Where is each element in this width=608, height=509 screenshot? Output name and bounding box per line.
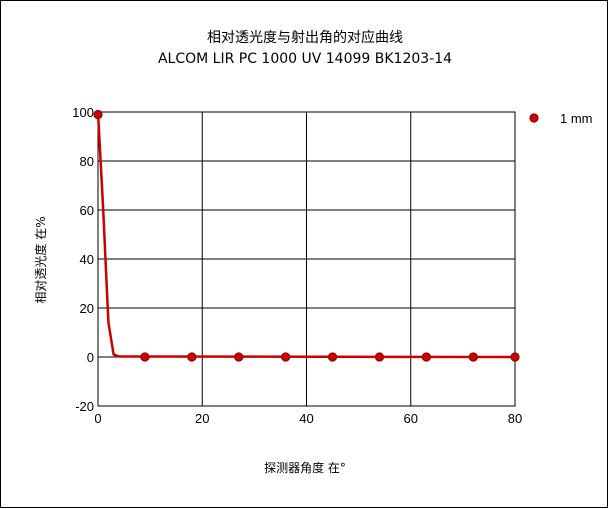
- x-tick-label: 80: [508, 411, 522, 426]
- data-point: [468, 352, 478, 362]
- x-tick-label: 20: [195, 411, 209, 426]
- legend-label: 1 mm: [560, 111, 593, 126]
- x-axis-label: 探测器角度 在°: [264, 460, 346, 475]
- legend: 1 mm: [529, 111, 593, 126]
- x-tick-label: 0: [94, 411, 101, 426]
- series-line: [96, 111, 516, 359]
- y-tick-label: 0: [87, 350, 94, 365]
- data-point: [374, 352, 385, 362]
- data-point: [281, 352, 291, 362]
- data-point: [187, 352, 197, 362]
- y-tick-label: 80: [80, 154, 94, 169]
- legend-marker: [529, 113, 539, 123]
- chart-title: 相对透光度与射出角的对应曲线: [207, 29, 403, 46]
- data-point: [234, 352, 244, 362]
- data-point: [327, 352, 338, 362]
- x-tick-label: 60: [404, 411, 418, 426]
- data-point: [510, 352, 520, 362]
- grid: [97, 111, 516, 407]
- data-point: [140, 352, 150, 362]
- y-tick-label: 40: [80, 252, 94, 267]
- y-tick-label: 60: [80, 203, 94, 218]
- x-tick-label: 40: [299, 411, 313, 426]
- y-tick-label: 20: [80, 301, 94, 316]
- plot-area-border: [97, 111, 516, 407]
- data-point: [421, 352, 431, 362]
- chart-subtitle: ALCOM LIR PC 1000 UV 14099 BK1203-14: [158, 51, 452, 67]
- y-axis-label: 相对透光度 在%: [33, 216, 48, 303]
- series-1mm: [93, 109, 520, 362]
- data-point: [93, 109, 103, 120]
- y-tick-label: -20: [75, 399, 94, 414]
- y-tick-label: 100: [72, 105, 94, 120]
